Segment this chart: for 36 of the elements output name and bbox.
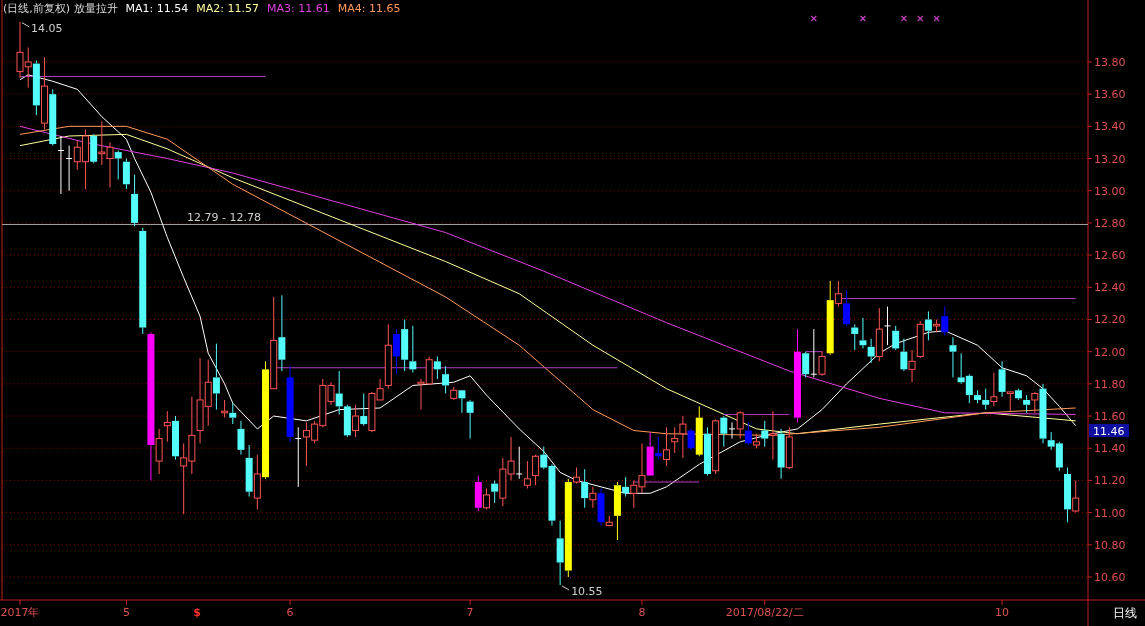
y-tick-label: 12.40: [1094, 281, 1126, 295]
y-tick-label: 13.20: [1094, 152, 1126, 166]
y-tick-label: 11.60: [1094, 410, 1126, 424]
y-tick-label: 11.00: [1094, 506, 1126, 520]
text: $: [193, 606, 201, 619]
y-tick-label: 13.60: [1094, 88, 1126, 102]
x-tick-label: 10: [995, 606, 1010, 619]
chart-title: (日线,前复权) 放量拉升: [3, 2, 118, 15]
text: 11.46: [1093, 425, 1125, 438]
text: MA2: 11.57: [196, 2, 260, 15]
text: MA4: 11.65: [337, 2, 401, 15]
x-tick-label: 6: [286, 606, 294, 619]
y-tick-label: 10.80: [1094, 538, 1126, 552]
annotation: 14.05: [31, 21, 63, 35]
x-tick-label: 2017/08/22/二: [725, 606, 804, 619]
y-tick-label: 13.00: [1094, 184, 1126, 198]
x-tick-label: 5: [122, 606, 130, 619]
x-tick-label: 7: [466, 606, 474, 619]
y-tick-label: 11.40: [1094, 442, 1126, 456]
x-tick-label: 8: [638, 606, 646, 619]
ref-line-label: 12.79 - 12.78: [187, 210, 261, 224]
y-tick-label: 13.80: [1094, 55, 1126, 69]
y-tick-label: 12.80: [1094, 216, 1126, 230]
y-tick-label: 13.40: [1094, 120, 1126, 134]
y-tick-label: 10.60: [1094, 570, 1126, 584]
y-tick-label: 12.00: [1094, 345, 1126, 359]
text: MA1: 11.54: [125, 2, 189, 15]
annotation: 10.55: [571, 585, 603, 599]
x-tick-label: 2017年: [0, 606, 40, 619]
x-axis-title: 日线: [1113, 606, 1137, 620]
line-series: [19, 74, 1077, 494]
y-tick-label: 12.20: [1094, 313, 1126, 327]
y-tick-label: 11.80: [1094, 377, 1126, 391]
y-tick-label: 12.60: [1094, 249, 1126, 263]
y-tick-label: 11.20: [1094, 474, 1126, 488]
text: MA3: 11.61: [267, 2, 330, 15]
